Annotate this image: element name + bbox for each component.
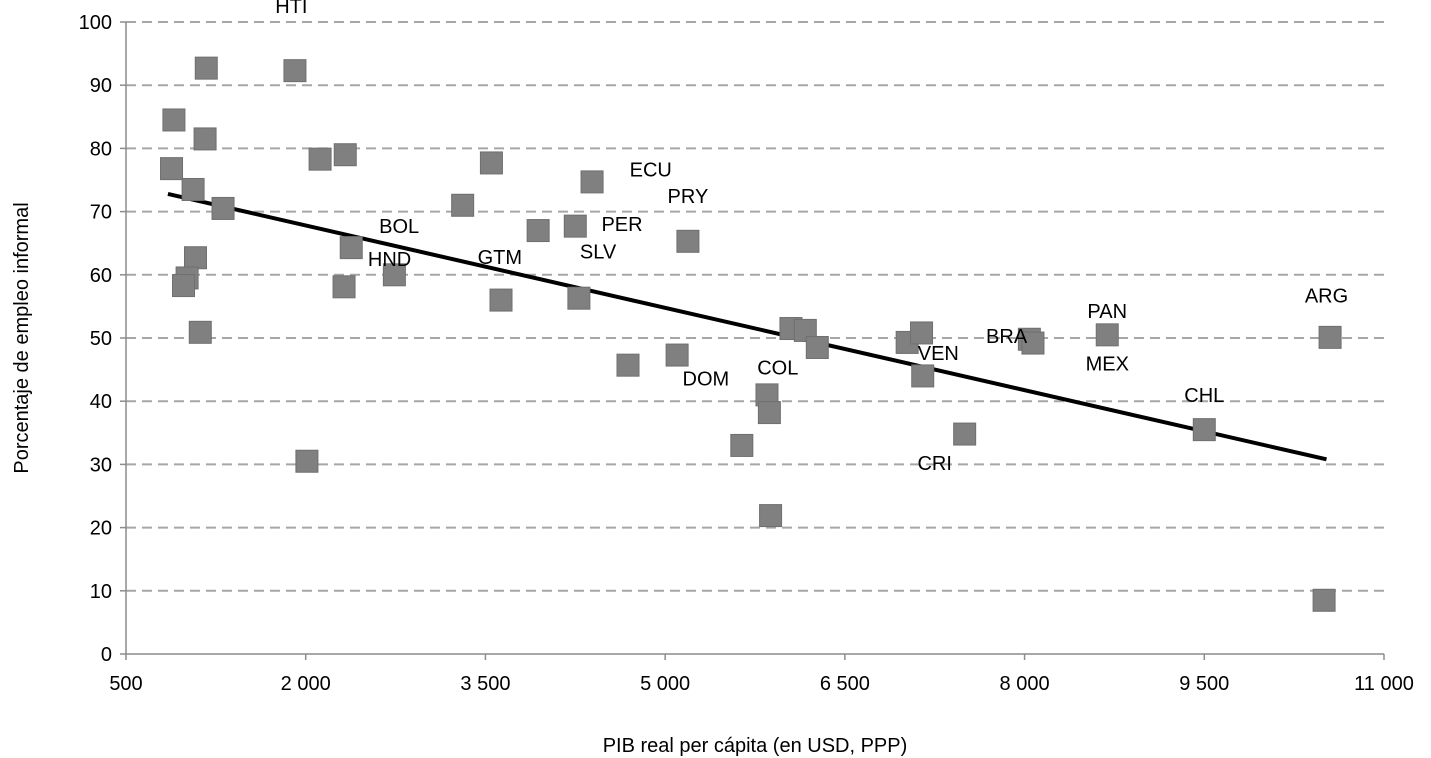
data-point [382,263,406,287]
data-points [160,56,1342,612]
point-label: ECU [630,159,672,181]
x-tick-label: 2 000 [281,673,331,695]
point-labels: HTI BOL HND GTM PER ECU SLV PRY DOM COL VEN CRI BRA M… [275,0,1348,475]
data-point [339,236,363,260]
data-point [805,335,829,359]
x-tick-label: 3 500 [460,673,510,695]
data-point [910,321,934,345]
x-tick-label: 9 500 [1179,673,1229,695]
point-label: PER [601,214,642,236]
data-point [333,143,357,167]
y-tick-label: 50 [90,328,112,350]
trendline-group [167,191,1327,462]
point-label: CHL [1184,385,1224,407]
data-point [194,56,218,80]
y-tick-label: 100 [79,12,112,34]
point-label: HND [368,249,411,271]
data-point [676,229,700,253]
point-label: MEX [1086,353,1129,375]
point-label: DOM [683,368,730,390]
point-label: ARG [1305,286,1348,308]
y-tick-label: 80 [90,138,112,160]
data-point [793,318,817,342]
data-point [183,246,207,270]
data-point [1318,325,1342,349]
y-tick-label: 40 [90,391,112,413]
y-tick-label: 0 [101,644,112,666]
data-point [567,286,591,310]
data-point [308,147,332,171]
data-point [332,275,356,299]
data-point [489,288,513,312]
point-label: VEN [918,343,959,365]
axes: 0 10 20 30 40 50 60 70 80 90 100 500 2 000 3 500 5 000… [79,12,1414,695]
point-label: COL [757,358,798,380]
data-point [953,422,977,446]
point-label: PRY [668,186,709,208]
data-point [1095,323,1119,347]
x-tick-label: 5 000 [640,673,690,695]
data-point [188,320,212,344]
point-label: CRI [917,453,951,475]
point-label: BOL [379,216,419,238]
data-point [160,157,184,181]
data-point [172,274,196,298]
data-point [563,214,587,238]
x-tick-label: 8 000 [1000,673,1050,695]
data-point [757,401,781,425]
data-point [295,449,319,473]
y-tick-label: 20 [90,518,112,540]
data-point [211,196,235,220]
y-tick-label: 60 [90,265,112,287]
data-point [616,353,640,377]
point-label: PAN [1087,301,1127,323]
data-point [451,193,475,217]
y-tick-label: 30 [90,454,112,476]
data-point [1021,331,1045,355]
y-tick-label: 90 [90,75,112,97]
y-tick-label: 70 [90,202,112,224]
data-point [526,219,550,243]
x-tick-label: 500 [109,673,142,695]
trendline [167,191,1327,462]
data-point [181,177,205,201]
y-axis-title: Porcentaje de empleo informal [11,202,33,473]
data-point [730,433,754,457]
data-point [1312,588,1336,612]
gridlines [126,21,1384,592]
point-label: GTM [478,247,522,269]
y-tick-label: 10 [90,581,112,603]
data-point [759,504,783,528]
data-point [283,59,307,83]
data-point [911,364,935,388]
x-axis-title: PIB real per cápita (en USD, PPP) [603,735,908,757]
data-point [665,343,689,367]
data-point [1192,418,1216,442]
data-point [479,151,503,175]
x-tick-label: 11 000 [1354,673,1414,695]
x-tick-label: 6 500 [820,673,870,695]
data-point [162,108,186,132]
data-point [580,170,604,194]
data-point [193,127,217,151]
point-label: SLV [580,241,617,263]
point-label: HTI [275,0,307,18]
point-label: BRA [986,326,1028,348]
